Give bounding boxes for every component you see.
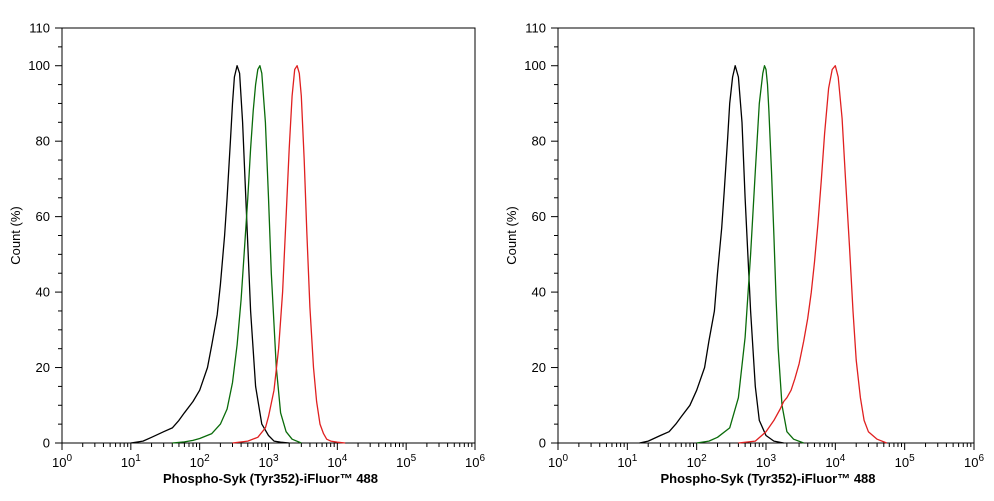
y-tick-label: 110 [29,21,50,36]
plot-frame [557,27,975,444]
y-tick-label: 0 [539,436,546,451]
y-tick-label: 20 [532,360,546,375]
y-tick-label: 60 [532,209,546,224]
histogram-series-3 [738,65,887,444]
y-tick-label: 60 [36,209,50,224]
histogram-series-1 [130,65,290,444]
x-tick-label: 101 [617,453,637,470]
plot-frame [61,27,476,444]
x-tick-label: 104 [825,453,845,470]
y-axis-title: Count (%) [504,206,519,265]
y-tick-label: 80 [532,134,546,149]
x-tick-label: 106 [964,453,984,470]
y-tick-label: 80 [36,134,50,149]
x-tick-label: 105 [396,453,416,470]
histogram-panel-left: 100 101 102 103 104 105 106 0 20 40 60 80 100 110 Phos… [8,21,485,487]
x-tick-label: 101 [121,453,141,470]
histogram-panel-right: 100 101 102 103 104 105 106 0 20 40 60 80 100 110 Phos… [504,21,984,487]
y-tick-label: 110 [525,21,546,36]
y-tick-label: 100 [524,58,546,73]
x-tick-label: 104 [327,453,347,470]
histogram-series-3 [232,65,346,444]
x-tick-label: 103 [258,453,278,470]
x-tick-label: 105 [895,453,915,470]
y-axis-title: Count (%) [8,206,23,265]
histogram-series-2 [172,65,302,444]
y-tick-label: 40 [36,285,50,300]
x-tick-label: 102 [687,453,707,470]
histogram-series-2 [696,65,804,444]
y-tick-label: 40 [532,285,546,300]
x-tick-label: 103 [756,453,776,470]
x-tick-label: 102 [190,453,210,470]
x-axis-title: Phospho-Syk (Tyr352)-iFluor™ 488 [163,471,378,486]
x-tick-label: 100 [52,453,72,470]
x-axis-title: Phospho-Syk (Tyr352)-iFluor™ 488 [660,471,875,486]
histogram-series-1 [639,65,784,444]
y-tick-label: 0 [43,436,50,451]
y-tick-label: 20 [36,360,50,375]
x-tick-label: 100 [548,453,568,470]
x-tick-label: 106 [465,453,485,470]
y-tick-label: 100 [28,58,50,73]
